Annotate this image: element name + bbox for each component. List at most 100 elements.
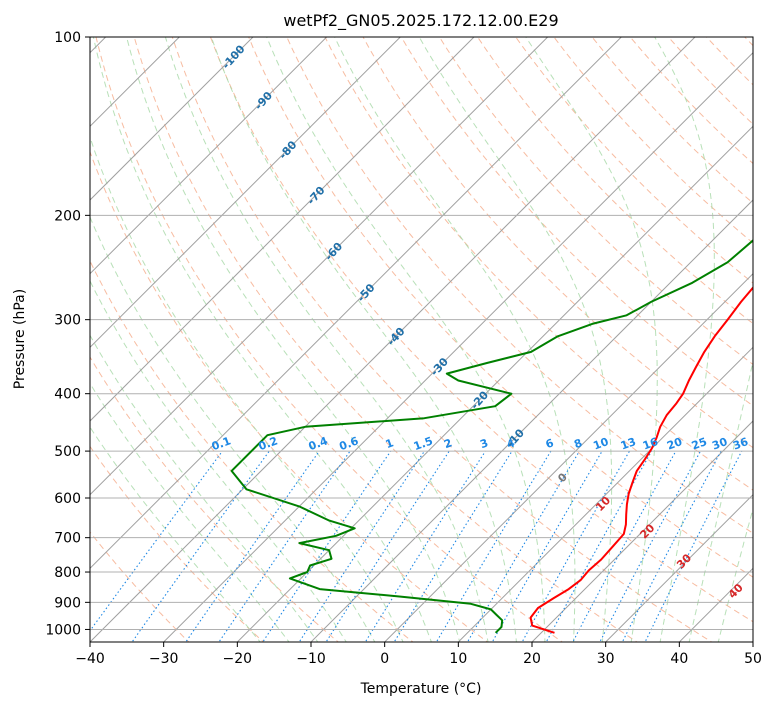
moist-adiabat-label: 40 — [726, 581, 746, 601]
y-tick-label: 400 — [54, 387, 81, 403]
mixing-ratio-line — [90, 450, 223, 632]
y-tick-label: 900 — [54, 595, 81, 611]
isotherm-line — [90, 37, 254, 201]
mixing-ratio-line — [393, 450, 513, 642]
mixing-ratio-label: 13 — [619, 435, 638, 452]
mixing-ratio-label: 8 — [572, 436, 584, 451]
y-tick-label: 1000 — [45, 622, 81, 638]
mixing-ratio-line — [599, 450, 701, 642]
moist-adiabat-line — [92, 37, 432, 642]
dry-adiabat-line — [515, 37, 753, 284]
mixing-ratio-label: 1 — [384, 436, 396, 451]
dry-adiabat-line — [705, 37, 753, 86]
x-tick-label: −30 — [149, 651, 179, 667]
x-axis-label: Temperature (°C) — [360, 681, 482, 697]
mixing-ratio-label: 6 — [544, 436, 556, 451]
dry-adiabat-line — [90, 356, 340, 642]
moist-adiabat-line — [90, 334, 319, 642]
mixing-ratio-label: 4 — [505, 436, 517, 451]
y-tick-label: 800 — [54, 565, 81, 581]
x-tick-label: 50 — [744, 651, 762, 667]
isotherm-line — [90, 37, 623, 570]
x-tick-label: 30 — [597, 651, 615, 667]
y-tick-label: 500 — [54, 444, 81, 460]
x-tick-label: −10 — [296, 651, 326, 667]
moist-adiabat-label: 30 — [674, 551, 694, 571]
mixing-ratio-line — [218, 450, 351, 642]
dry-adiabat-line — [770, 24, 775, 645]
moist-adiabat-line — [164, 37, 489, 642]
dry-adiabat-line — [90, 531, 190, 642]
dry-adiabat-line — [324, 37, 753, 491]
mixing-ratio-label: 0.6 — [338, 434, 361, 453]
dry-adiabat-line — [629, 37, 753, 165]
y-tick-label: 700 — [54, 531, 81, 547]
moist-adiabat-line — [90, 426, 261, 642]
isotherm-line — [90, 37, 181, 128]
isotherm-line — [531, 420, 753, 642]
plot-frame — [89, 36, 754, 643]
isotherm-line — [604, 493, 753, 642]
dewpoint-trace — [230, 239, 753, 634]
dry-adiabat-line — [248, 37, 753, 578]
mixing-ratio-line — [262, 450, 392, 642]
moist-adiabat-label: 10 — [593, 494, 613, 514]
mixing-ratio-label: 36 — [731, 435, 750, 453]
mixing-ratio-line — [621, 450, 722, 642]
isotherm-line — [90, 37, 696, 642]
x-tick-label: 40 — [670, 651, 688, 667]
x-axis-ticks: −40 −30 −20 −10 0 10 20 30 40 50 — [75, 642, 762, 667]
isotherm-line — [90, 37, 549, 496]
isotherm-line — [752, 641, 753, 642]
mixing-ratio-label: 0.2 — [257, 434, 280, 453]
isotherm-line — [236, 125, 753, 642]
dry-adiabat-line — [90, 259, 414, 642]
profile-traces — [230, 239, 753, 634]
y-axis-ticks: 100 200 300 400 500 600 700 800 900 1000 — [45, 30, 90, 638]
mixing-ratio-line — [131, 450, 270, 642]
temperature-trace — [529, 286, 753, 634]
mixing-ratio-label: 10 — [591, 435, 610, 453]
mixing-ratio-label: 20 — [665, 435, 684, 453]
isotherm-line — [678, 567, 753, 642]
mixing-ratio-line — [185, 450, 320, 642]
y-tick-label: 300 — [54, 313, 81, 329]
moist-adiabat-line — [90, 215, 376, 642]
isotherm-line — [90, 37, 328, 275]
mixing-ratio-line — [325, 450, 450, 642]
isotherm-line — [310, 199, 753, 642]
background-lines — [90, 24, 775, 645]
mixing-ratio-line — [298, 450, 425, 642]
y-tick-label: 100 — [54, 30, 81, 46]
mixing-ratio-label: 16 — [641, 435, 660, 453]
mixing-ratio-label: 25 — [690, 435, 709, 452]
x-tick-label: −40 — [75, 651, 105, 667]
dry-adiabat-line — [90, 150, 489, 642]
isotherm-line — [90, 37, 475, 422]
isotherm-line — [457, 346, 753, 642]
mixing-ratio-line — [364, 450, 486, 642]
mixing-ratio-label: 30 — [710, 435, 729, 453]
moist-adiabat-line — [90, 382, 290, 642]
moist-adiabat-line — [717, 506, 753, 642]
chart-title: wetPf2_GN05.2025.172.12.00.E29 — [283, 11, 558, 31]
dry-adiabat-line — [438, 37, 753, 366]
mixing-ratio-line — [644, 450, 743, 642]
x-tick-label: 20 — [523, 651, 541, 667]
moist-adiabat-line — [334, 37, 576, 642]
dry-adiabat-line — [286, 37, 753, 534]
y-tick-label: 600 — [54, 491, 81, 507]
isotherm-line — [162, 51, 753, 642]
mixing-ratio-label: 1.5 — [412, 434, 435, 453]
dry-adiabat-line — [591, 37, 753, 204]
moist-adiabat-line — [688, 358, 753, 642]
x-tick-label: 10 — [449, 651, 467, 667]
moist-adiabat-line — [90, 135, 404, 642]
x-tick-label: 0 — [380, 651, 389, 667]
dry-adiabat-line — [744, 37, 753, 47]
mixing-ratio-line — [466, 450, 580, 642]
moist-adiabat-line — [210, 37, 517, 642]
x-tick-label: −20 — [223, 651, 253, 667]
